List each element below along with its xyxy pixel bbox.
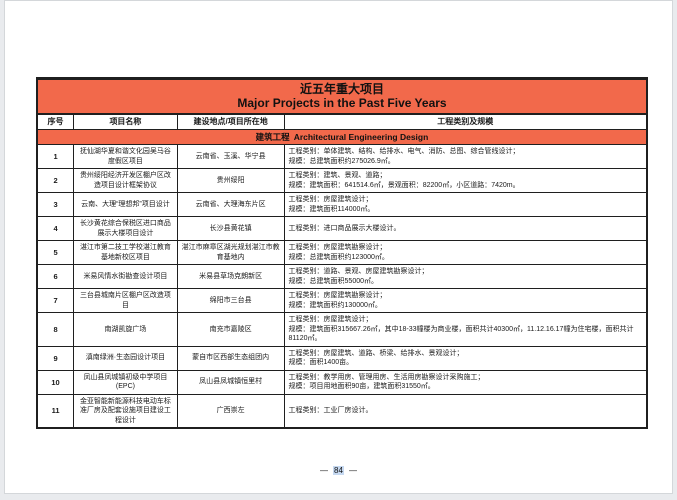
row-index-cell: 10: [36, 369, 75, 395]
table-row: 1 抚仙湖华夏和谐文化园吴马谷度假区项目 云南省、玉溪、华宁县 工程类别：单体建…: [36, 144, 648, 169]
project-name-cell: 滇南绿洲·生态园设计项目: [73, 345, 178, 371]
table-row: 4 长沙黄花综合保税区进口商品展示大楼项目设计 长沙县黄花镇 工程类别：进口商品…: [36, 216, 648, 241]
project-scope-cell: 工程类别：房屋建筑、道路、桥梁、给排水、景观设计； 规模：面积1400亩。: [283, 345, 648, 371]
table-row: 2 贵州绥阳经济开发区棚户区改造项目设计框架协议 贵州绥阳 工程类别：建筑、景观…: [36, 168, 648, 193]
page-number: 84: [333, 466, 344, 475]
row-index-cell: 11: [36, 393, 75, 429]
row-index-cell: 8: [36, 312, 75, 347]
row-index-cell: 2: [36, 168, 75, 193]
project-scope-cell: 工程类别：工业厂房设计。: [283, 393, 648, 429]
table-title-zh: 近五年重大项目: [299, 82, 384, 96]
project-scope-cell: 工程类别：教学用房、管理用房、生活用房勘察设计采购施工； 规模：项目用地面积90亩…: [283, 369, 648, 395]
table-row: 5 湛江市第二技工学校湛江教育基地新校区项目 湛江市麻章区湖光规划湛江市教育基地…: [36, 240, 648, 265]
table-body: 近五年重大项目 Major Projects in the Past Five …: [36, 78, 648, 429]
project-location-cell: 长沙县黄花镇: [176, 216, 285, 241]
project-name-cell: 抚仙湖华夏和谐文化园吴马谷度假区项目: [73, 144, 178, 169]
page-footer: — 84 —: [5, 465, 672, 476]
project-location-cell: 蒙自市区西部生态组团内: [176, 345, 285, 371]
project-location-cell: 湛江市麻章区湖光规划湛江市教育基地内: [176, 240, 285, 265]
project-location-cell: 云南省、玉溪、华宁县: [176, 144, 285, 169]
project-scope-cell: 工程类别：道路、景观、房屋建筑勘察设计； 规模：总建筑面积55000㎡。: [283, 264, 648, 289]
table-title: 近五年重大项目 Major Projects in the Past Five …: [36, 78, 648, 115]
project-scope-cell: 工程类别：建筑、景观、道路； 规模：建筑面积：641514.6㎡，景观面积：822…: [283, 168, 648, 193]
column-header-location: 建设地点/项目所在地: [176, 113, 285, 130]
row-index-cell: 1: [36, 144, 75, 169]
row-index-cell: 5: [36, 240, 75, 265]
project-scope-cell: 工程类别：房屋建筑勘察设计； 规模：建筑面积约130000㎡。: [283, 288, 648, 313]
project-name-cell: 南湖凯旋广场: [73, 312, 178, 347]
table-row: 10 凤山县凤城镇初级中学项目(EPC) 凤山县凤城镇恒里村 工程类别：教学用房…: [36, 369, 648, 395]
table-row: 9 滇南绿洲·生态园设计项目 蒙自市区西部生态组团内 工程类别：房屋建筑、道路、…: [36, 345, 648, 371]
row-index-cell: 6: [36, 264, 75, 289]
project-scope-cell: 工程类别：房屋建筑设计； 规模：建筑面积315667.26㎡，其中18-33幢楼为…: [283, 312, 648, 347]
project-name-cell: 三台县城南片区棚户区改造项目: [73, 288, 178, 313]
table-row: 11 金亚智能新能源科技电动车标准厂房及配套设施项目建设工程设计 广西崇左 工程…: [36, 393, 648, 429]
column-header-row: 序号 项目名称 建设地点/项目所在地 工程类别及规模: [36, 113, 648, 130]
project-name-cell: 云南、大理“理想邦”项目设计: [73, 192, 178, 217]
row-index-cell: 3: [36, 192, 75, 217]
column-header-name: 项目名称: [73, 113, 178, 130]
project-location-cell: 贵州绥阳: [176, 168, 285, 193]
project-location-cell: 米易县草场克朗新区: [176, 264, 285, 289]
project-name-cell: 凤山县凤城镇初级中学项目(EPC): [73, 369, 178, 395]
section-header: 建筑工程 Architectural Engineering Design: [36, 129, 648, 145]
column-header-index: 序号: [36, 113, 75, 130]
table-row: 6 米易风情水街勘查设计项目 米易县草场克朗新区 工程类别：道路、景观、房屋建筑…: [36, 264, 648, 289]
document-page: 近五年重大项目 Major Projects in the Past Five …: [4, 0, 673, 494]
project-location-cell: 凤山县凤城镇恒里村: [176, 369, 285, 395]
title-row: 近五年重大项目 Major Projects in the Past Five …: [36, 78, 648, 115]
project-scope-cell: 工程类别：房屋建筑勘察设计； 规模：总建筑面积约123000㎡。: [283, 240, 648, 265]
project-scope-cell: 工程类别：房屋建筑设计； 规模：建筑面积114000㎡。: [283, 192, 648, 217]
projects-table: 近五年重大项目 Major Projects in the Past Five …: [36, 77, 648, 429]
section-header-row: 建筑工程 Architectural Engineering Design: [36, 129, 648, 145]
project-name-cell: 米易风情水街勘查设计项目: [73, 264, 178, 289]
project-name-cell: 金亚智能新能源科技电动车标准厂房及配套设施项目建设工程设计: [73, 393, 178, 429]
project-name-cell: 长沙黄花综合保税区进口商品展示大楼项目设计: [73, 216, 178, 241]
section-header-en: Architectural Engineering Design: [293, 132, 429, 142]
row-index-cell: 7: [36, 288, 75, 313]
footer-dash-right: —: [348, 466, 357, 475]
project-location-cell: 绵阳市三台县: [176, 288, 285, 313]
project-location-cell: 广西崇左: [176, 393, 285, 429]
project-name-cell: 湛江市第二技工学校湛江教育基地新校区项目: [73, 240, 178, 265]
section-header-zh: 建筑工程: [255, 132, 290, 142]
row-index-cell: 9: [36, 345, 75, 371]
table-row: 3 云南、大理“理想邦”项目设计 云南省、大理海东片区 工程类别：房屋建筑设计；…: [36, 192, 648, 217]
footer-dash-left: —: [320, 466, 329, 475]
row-index-cell: 4: [36, 216, 75, 241]
project-name-cell: 贵州绥阳经济开发区棚户区改造项目设计框架协议: [73, 168, 178, 193]
project-scope-cell: 工程类别：单体建筑、结构、给排水、电气、消防、总图、综合管线设计； 规模：总建筑面…: [283, 144, 648, 169]
project-location-cell: 南充市嘉陵区: [176, 312, 285, 347]
table-title-en: Major Projects in the Past Five Years: [237, 96, 447, 110]
table-row: 8 南湖凯旋广场 南充市嘉陵区 工程类别：房屋建筑设计； 规模：建筑面积31566…: [36, 312, 648, 347]
column-header-scope: 工程类别及规模: [283, 113, 648, 130]
project-location-cell: 云南省、大理海东片区: [176, 192, 285, 217]
table-row: 7 三台县城南片区棚户区改造项目 绵阳市三台县 工程类别：房屋建筑勘察设计； 规模…: [36, 288, 648, 313]
project-scope-cell: 工程类别：进口商品展示大楼设计。: [283, 216, 648, 241]
